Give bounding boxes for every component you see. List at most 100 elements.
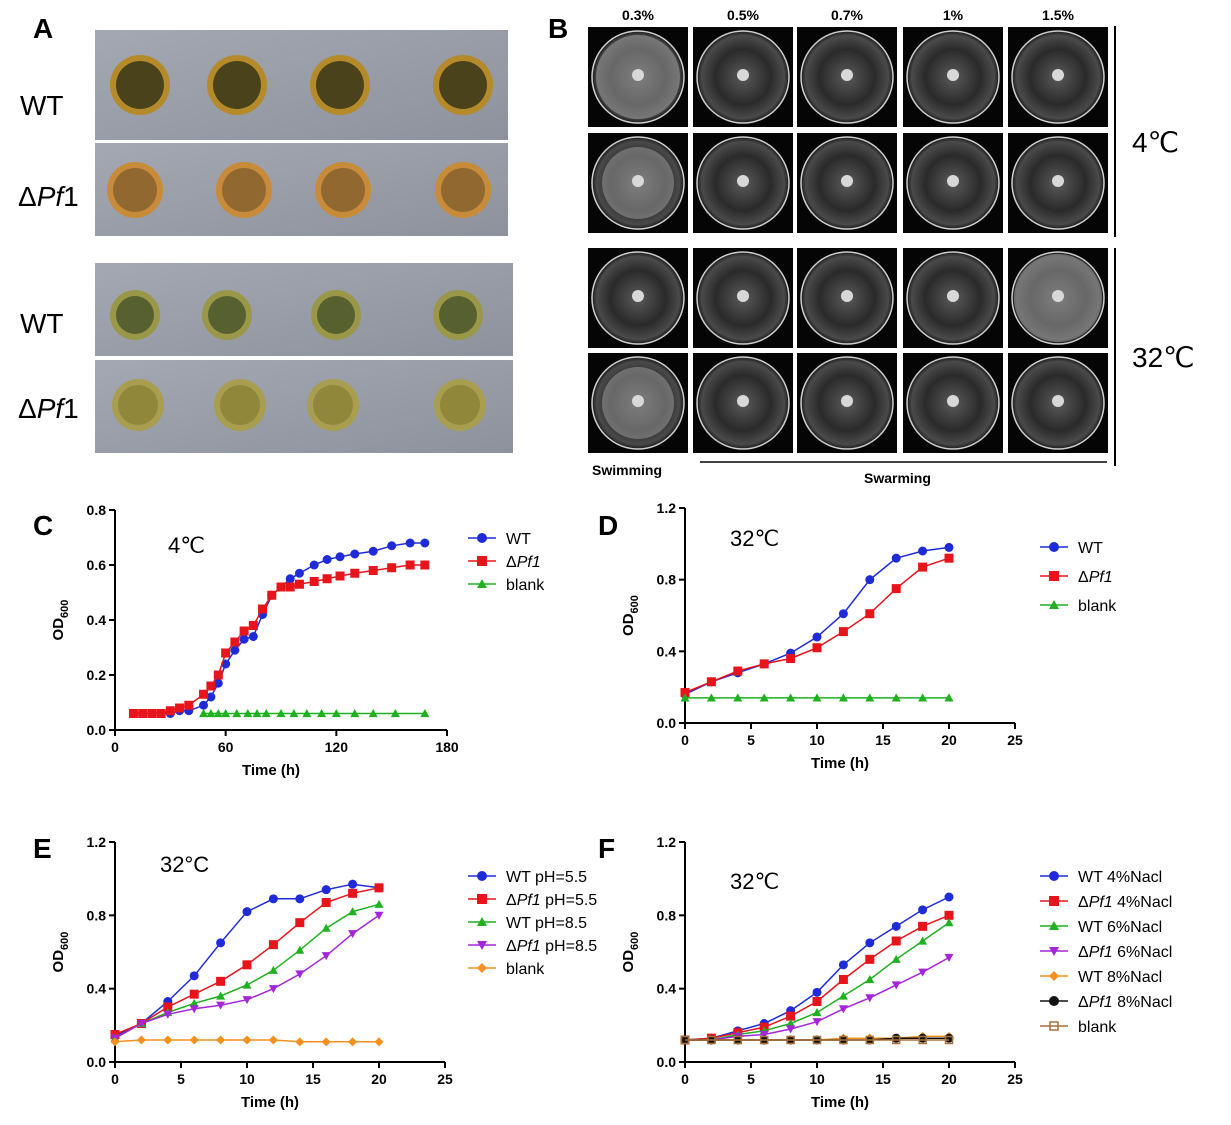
plate-image xyxy=(903,248,1003,348)
legend-marker xyxy=(1049,921,1059,930)
colony-spot-center xyxy=(213,61,261,109)
legend-marker xyxy=(477,533,487,543)
panel-letter-e: E xyxy=(33,833,52,864)
data-point xyxy=(918,921,928,931)
data-point xyxy=(368,566,378,575)
data-point xyxy=(891,1035,901,1045)
data-point xyxy=(390,709,400,718)
data-point xyxy=(268,1035,278,1045)
data-point xyxy=(891,553,901,563)
legend-label: WT 6%Nacl xyxy=(1078,919,1162,936)
legend-label: blank xyxy=(506,577,545,594)
data-point xyxy=(891,936,901,946)
plate-image xyxy=(588,353,688,453)
data-point xyxy=(812,1008,822,1017)
data-point xyxy=(285,574,295,584)
data-point xyxy=(232,709,242,718)
plate-image xyxy=(1008,353,1108,453)
data-point xyxy=(812,997,822,1006)
plate-image xyxy=(588,27,688,127)
data-point xyxy=(248,621,258,630)
data-point xyxy=(321,952,331,961)
data-point xyxy=(206,681,216,691)
x-tick-label: 15 xyxy=(875,1071,891,1087)
data-point xyxy=(865,954,875,964)
data-point xyxy=(302,709,312,718)
data-point xyxy=(199,689,209,699)
colony-spot-center xyxy=(439,61,487,109)
data-point xyxy=(163,1010,173,1019)
data-point xyxy=(128,709,138,718)
series-0 xyxy=(680,542,954,699)
data-point xyxy=(838,609,848,619)
panel-letter-a: A xyxy=(33,13,53,44)
legend-marker xyxy=(1049,600,1059,609)
x-tick-label: 25 xyxy=(437,1071,453,1087)
data-point xyxy=(839,1035,848,1045)
data-point xyxy=(189,971,199,981)
data-point xyxy=(213,709,223,718)
data-point xyxy=(331,709,341,718)
data-point xyxy=(199,700,209,710)
data-point xyxy=(405,560,415,570)
data-point xyxy=(706,693,716,702)
chart-d: D 0.0 0.4 0.8 1.2 0 5 10 15 20 25 Time (h) OD600 32℃ W… xyxy=(598,500,1117,772)
colony-spot-center xyxy=(313,385,353,425)
data-point xyxy=(420,709,430,718)
legend-marker xyxy=(1049,947,1059,956)
data-point xyxy=(243,709,253,718)
row-label-pf1-2: ΔPf1 xyxy=(18,393,79,424)
data-point xyxy=(295,918,305,928)
data-point xyxy=(812,693,822,702)
temp-label-32c: 32℃ xyxy=(1132,342,1195,373)
data-point xyxy=(309,560,319,570)
legend-marker xyxy=(1049,571,1059,581)
x-tick-label: 120 xyxy=(325,739,349,755)
data-point xyxy=(335,571,345,581)
data-point xyxy=(944,1035,954,1045)
series-3 xyxy=(110,911,384,1043)
legend-label: ΔPf1 pH=8.5 xyxy=(506,938,597,955)
data-point xyxy=(309,577,319,586)
colony-spot-center xyxy=(116,61,164,109)
data-point xyxy=(242,960,252,970)
series-line xyxy=(114,883,380,1037)
data-point xyxy=(239,634,249,644)
y-tick-label: 0.8 xyxy=(87,907,107,923)
legend-marker xyxy=(1049,996,1059,1006)
data-point xyxy=(163,1002,173,1012)
data-point xyxy=(348,888,358,898)
data-point xyxy=(918,562,928,572)
data-point xyxy=(321,898,331,907)
x-tick-label: 20 xyxy=(941,732,957,748)
data-point xyxy=(294,568,304,578)
y-axis-label: OD600 xyxy=(620,932,641,973)
legend-label: ΔPf1 8%Nacl xyxy=(1078,994,1172,1011)
y-tick-label: 0.4 xyxy=(87,612,107,628)
legend-label: ΔPf1 4%Nacl xyxy=(1078,894,1172,911)
series-2 xyxy=(199,709,430,718)
y-tick-label: 0.8 xyxy=(657,907,677,923)
legend-label: WT 4%Nacl xyxy=(1078,869,1162,886)
colony-spot-center xyxy=(316,61,364,109)
data-point xyxy=(918,1035,927,1045)
plate-image xyxy=(1008,27,1108,127)
data-point xyxy=(321,885,331,895)
temperature-annotation: 32°C xyxy=(160,852,209,877)
data-point xyxy=(252,709,262,718)
series-line xyxy=(114,914,380,1039)
plate-grid xyxy=(588,27,1108,453)
x-tick-label: 15 xyxy=(875,732,891,748)
colony-spot-center xyxy=(441,168,485,212)
data-point xyxy=(248,632,258,641)
chart-f: F 0.0 0.4 0.8 1.2 0 5 10 15 20 25 Time (h) OD600 32℃ W… xyxy=(598,833,1172,1111)
data-point xyxy=(295,894,305,904)
data-point xyxy=(189,1005,199,1014)
charts-layer: C 0.0 0.2 0.4 0.6 0.8 0 60 120 180 Time (h) OD600 4℃… xyxy=(33,500,1172,1111)
legend-label: blank xyxy=(1078,1019,1117,1036)
colony-spot-center xyxy=(440,385,480,425)
colony-spot-center xyxy=(220,385,260,425)
data-point xyxy=(136,1019,146,1028)
legend-label: blank xyxy=(506,961,545,978)
